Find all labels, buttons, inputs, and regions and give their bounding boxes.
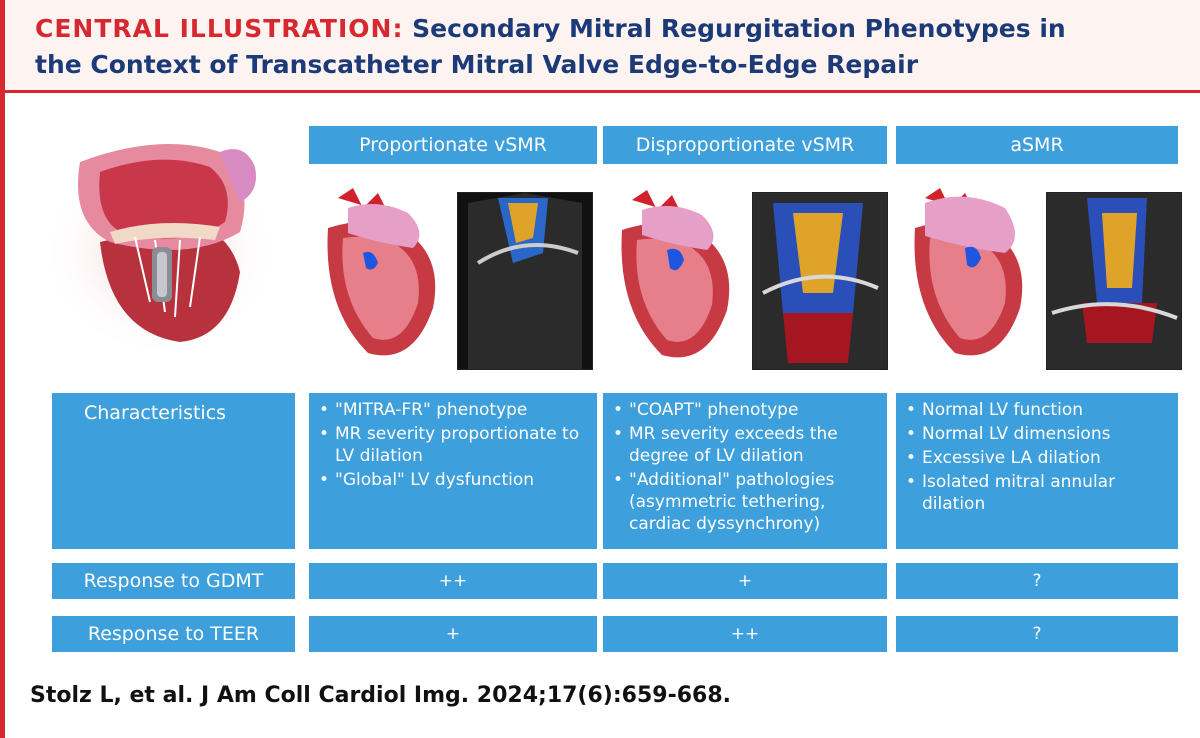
title-line-2: the Context of Transcatheter Mitral Valv… [35,50,919,79]
citation: Stolz L, et al. J Am Coll Cardiol Img. 2… [30,683,731,708]
characteristics-proportionate: "MITRA-FR" phenotype MR severity proport… [309,393,597,549]
left-accent-bar [0,0,5,738]
header: CENTRAL ILLUSTRATION: Secondary Mitral R… [5,0,1200,93]
teer-response-disproportionate: ++ [603,616,887,652]
heart-illustration [914,188,1023,356]
characteristics-asmr: Normal LV function Normal LV dimensions … [896,393,1178,549]
row-label-gdmt: Response to GDMT [52,563,295,599]
heading-proportionate-vsmr: Proportionate vSMR [309,126,597,164]
row-label-teer: Response to TEER [52,616,295,652]
characteristic-item: Normal LV function [896,399,1170,421]
characteristic-item: Normal LV dimensions [896,423,1170,445]
characteristic-item: MR severity exceeds the degree of LV dil… [603,423,879,467]
mitral-clip-heart-illustration [42,144,278,357]
characteristic-item: MR severity proportionate to LV dilation [309,423,589,467]
title-line-1: CENTRAL ILLUSTRATION: Secondary Mitral R… [35,14,1066,43]
characteristic-item: Isolated mitral annular dilation [896,471,1170,515]
echocardiogram-image [752,192,888,370]
teer-response-proportionate: + [309,616,597,652]
heart-illustration [327,188,436,356]
row-label-characteristics-text: Characteristics [84,402,227,424]
teer-response-asmr: ? [896,616,1178,652]
characteristic-item: "COAPT" phenotype [603,399,879,421]
characteristic-item: Excessive LA dilation [896,447,1170,469]
echocardiogram-image [457,192,593,370]
characteristic-item: "MITRA-FR" phenotype [309,399,589,421]
gdmt-response-disproportionate: + [603,563,887,599]
heading-disproportionate-vsmr: Disproportionate vSMR [603,126,887,164]
gdmt-response-asmr: ? [896,563,1178,599]
title-prefix: CENTRAL ILLUSTRATION: [35,14,404,43]
characteristics-disproportionate: "COAPT" phenotype MR severity exceeds th… [603,393,887,549]
heart-illustration [621,190,730,358]
echocardiogram-image [1046,192,1182,370]
characteristic-item: "Global" LV dysfunction [309,469,589,491]
title-text: Secondary Mitral Regurgitation Phenotype… [412,14,1066,43]
gdmt-response-proportionate: ++ [309,563,597,599]
row-label-characteristics: Characteristics [52,393,295,549]
characteristic-item: "Additional" pathologies (asymmetric tet… [603,469,879,535]
heading-asmr: aSMR [896,126,1178,164]
